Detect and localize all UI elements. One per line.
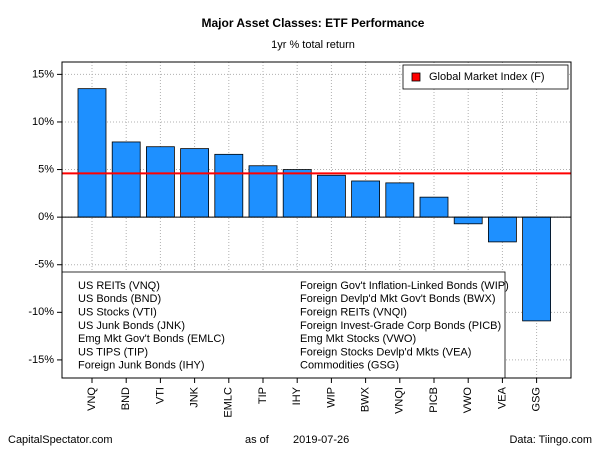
y-tick-label: 10% [32, 116, 54, 128]
x-tick-label: JNK [189, 386, 201, 407]
bar [214, 153, 244, 218]
bar [282, 169, 312, 218]
x-tick-label: TIP [257, 387, 269, 404]
key-item: Foreign Gov't Inflation-Linked Bonds (WI… [300, 280, 509, 292]
legend-box [402, 64, 569, 90]
y-tick-label: 0% [38, 211, 54, 223]
key-item: US Stocks (VTI) [78, 307, 157, 319]
y-tick-label: -10% [28, 306, 54, 318]
bar [316, 174, 346, 218]
x-tick-label: VNQI [394, 387, 406, 414]
footer-right: Data: Tiingo.com [509, 434, 592, 446]
footer-as-of: as of [245, 434, 270, 446]
key-item: Emg Mkt Stocks (VWO) [300, 333, 416, 345]
x-tick-label: VWO [462, 387, 474, 414]
bar [385, 182, 415, 218]
key-item: US TIPS (TIP) [78, 346, 148, 358]
key-item: Foreign Devlp'd Mkt Gov't Bonds (BWX) [300, 293, 496, 305]
chart-subtitle: 1yr % total return [271, 39, 355, 51]
footer-left: CapitalSpectator.com [8, 434, 113, 446]
x-tick-label: BND [120, 387, 132, 410]
x-tick-label: WIP [325, 387, 337, 408]
y-tick-label: 5% [38, 163, 54, 175]
key-item: Foreign Junk Bonds (IHY) [78, 360, 205, 372]
y-tick-label: 15% [32, 68, 54, 80]
x-tick-label: VEA [496, 386, 508, 409]
bar [522, 216, 551, 322]
x-tick-label: IHY [291, 386, 303, 405]
key-item: Foreign Stocks Devlp'd Mkts (VEA) [300, 346, 471, 358]
chart-title: Major Asset Classes: ETF Performance [202, 16, 425, 30]
x-tick-label: BWX [360, 386, 372, 412]
bar [145, 146, 175, 218]
y-tick-label: -15% [28, 354, 54, 366]
bar [487, 216, 517, 243]
y-tick-label: -5% [34, 259, 54, 271]
x-tick-label: VNQ [86, 387, 98, 411]
x-tick-label: EMLC [223, 387, 235, 418]
key-item: US Junk Bonds (JNK) [78, 320, 185, 332]
legend-label: Global Market Index (F) [429, 71, 545, 83]
key-item: Commodities (GSG) [300, 360, 399, 372]
bar [453, 216, 483, 225]
legend-swatch [411, 72, 421, 82]
bar [419, 196, 449, 218]
bar [111, 141, 141, 218]
bar [77, 88, 107, 218]
x-tick-label: PICB [428, 387, 440, 413]
key-item: Foreign REITs (VNQI) [300, 307, 407, 319]
x-tick-label: VTI [154, 387, 166, 404]
plot-frame [61, 61, 572, 379]
x-tick-label: GSG [531, 387, 543, 411]
footer-date: 2019-07-26 [293, 434, 349, 446]
key-item: US REITs (VNQ) [78, 280, 160, 292]
key-box [61, 271, 506, 379]
bar [180, 148, 210, 218]
key-item: Emg Mkt Gov't Bonds (EMLC) [78, 333, 225, 345]
key-item: Foreign Invest-Grade Corp Bonds (PICB) [300, 320, 501, 332]
key-item: US Bonds (BND) [78, 293, 161, 305]
bar [351, 180, 381, 218]
